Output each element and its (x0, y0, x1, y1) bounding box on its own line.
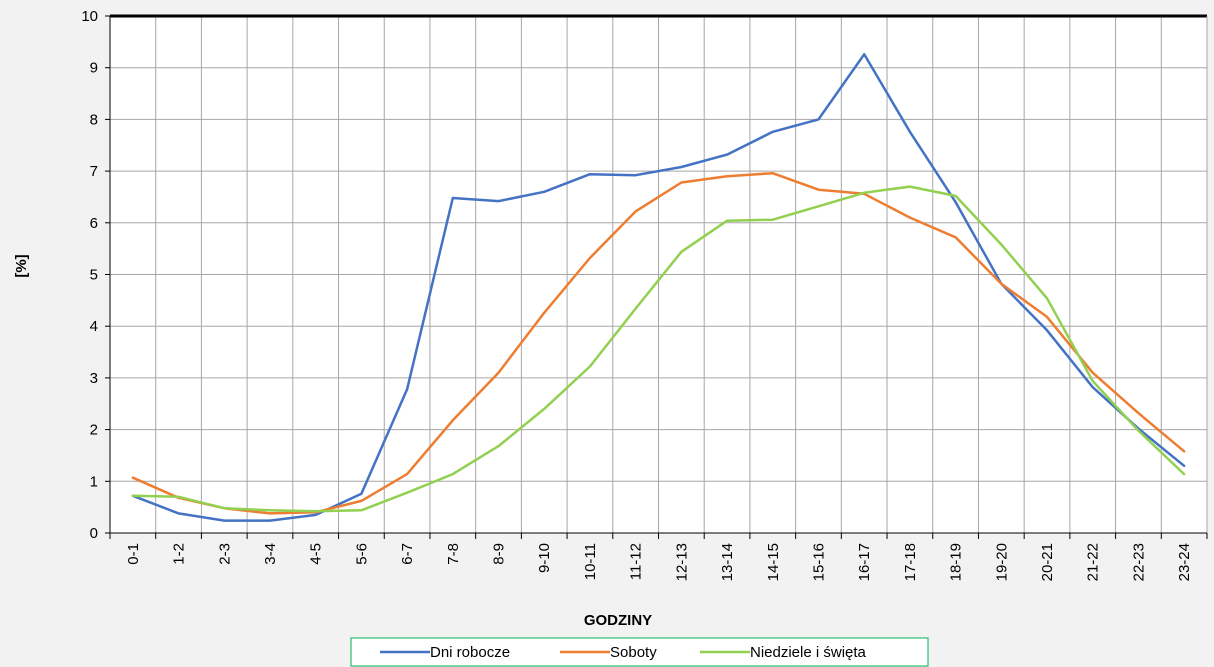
series-line-1 (131, 53, 1186, 522)
x-tick-label: 12-13 (673, 543, 690, 581)
x-tick-label: 22-23 (1130, 543, 1147, 581)
y-tick-label: 4 (90, 318, 98, 335)
x-tick-label: 14-15 (765, 543, 782, 581)
x-tick-label: 3-4 (262, 543, 279, 565)
x-tick-label: 19-20 (993, 543, 1010, 581)
x-tick-label: 21-22 (1085, 543, 1102, 581)
x-tick-label: 9-10 (536, 543, 553, 573)
x-tick-label: 17-18 (902, 543, 919, 581)
y-tick-label: 8 (90, 111, 98, 128)
x-tick-label: 20-21 (1039, 543, 1056, 581)
series-line-2 (131, 171, 1186, 515)
y-tick-label: 0 (90, 525, 98, 542)
y-tick-label: 6 (90, 215, 98, 232)
y-tick-label: 7 (90, 163, 98, 180)
legend-label-3: Niedziele i święta (750, 644, 867, 661)
x-tick-label: 23-24 (1176, 543, 1193, 581)
x-tick-label: 10-11 (582, 543, 599, 580)
series-line-3 (131, 185, 1186, 513)
series-lines (131, 53, 1186, 522)
y-tick-label: 3 (90, 370, 98, 387)
x-tick-label: 5-6 (353, 543, 370, 565)
x-tick-label: 4-5 (308, 543, 325, 565)
legend-label-1: Dni robocze (430, 644, 510, 661)
x-tick-label: 7-8 (445, 543, 462, 565)
legend-box (350, 637, 929, 667)
legend: Dni robocze Soboty Niedziele i święta (350, 637, 929, 667)
x-tick-label: 6-7 (399, 543, 416, 565)
x-tick-label: 15-16 (810, 543, 827, 581)
axes (105, 14, 1208, 539)
x-tick-label: 16-17 (856, 543, 873, 581)
gridlines (110, 16, 1207, 533)
y-tick-label: 2 (90, 422, 98, 439)
y-tick-labels: 0 1 2 3 4 5 6 7 8 9 10 (81, 8, 98, 542)
legend-label-2: Soboty (610, 644, 657, 661)
x-axis-title: GODZINY (584, 612, 652, 629)
x-tick-label: 2-3 (216, 543, 233, 565)
x-tick-label: 1-2 (171, 543, 188, 565)
x-tick-label: 8-9 (491, 543, 508, 565)
x-tick-labels: 0-1 1-2 2-3 3-4 4-5 5-6 6-7 7-8 8-9 9-10 10-11 11-1… (125, 543, 1193, 581)
y-tick-label: 9 (90, 60, 98, 77)
x-tick-label: 13-14 (719, 543, 736, 581)
y-tick-label: 5 (90, 267, 98, 284)
y-tick-label: 10 (81, 8, 98, 25)
x-tick-label: 18-19 (948, 543, 965, 581)
x-tick-label: 11-12 (628, 543, 645, 580)
y-tick-label: 1 (90, 473, 98, 490)
x-tick-label: 0-1 (125, 543, 142, 565)
y-axis-title: [%] (13, 254, 30, 277)
